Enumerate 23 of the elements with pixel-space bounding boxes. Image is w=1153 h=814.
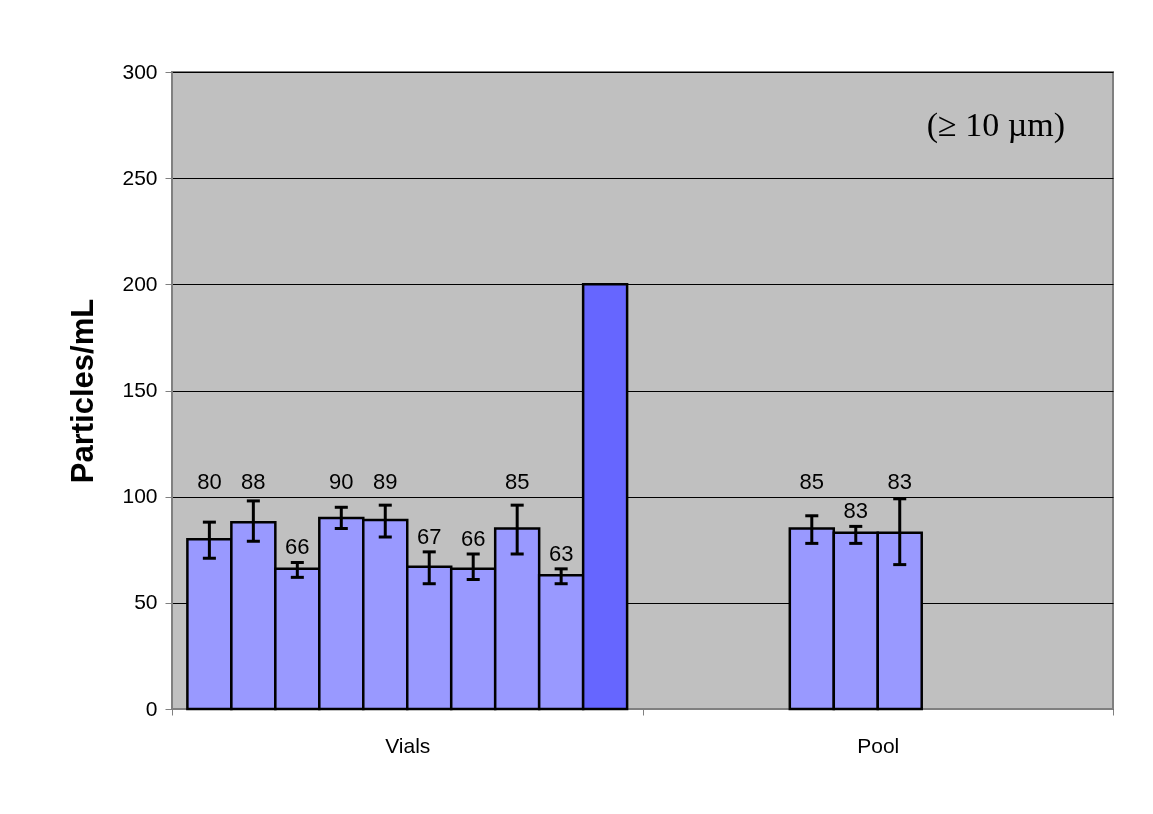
y-tick-label: 100 xyxy=(122,484,158,508)
data-label: 66 xyxy=(460,526,486,551)
data-label: 63 xyxy=(548,540,574,566)
data-label: 80 xyxy=(197,468,222,494)
data-label: 85 xyxy=(799,468,825,494)
y-tick-label: 50 xyxy=(134,590,158,614)
y-tick-label: 250 xyxy=(122,165,158,189)
data-label: 83 xyxy=(887,468,912,494)
x-tick-label: Pool xyxy=(857,733,900,757)
data-label: 89 xyxy=(373,468,398,494)
y-tick-label: 200 xyxy=(122,271,158,295)
data-label: 67 xyxy=(416,523,442,549)
data-label: 90 xyxy=(329,468,354,494)
data-label: 66 xyxy=(285,534,310,560)
x-tick-label: Vials xyxy=(385,733,431,757)
data-label: 88 xyxy=(241,468,266,494)
y-tick-label: 300 xyxy=(122,59,158,83)
data-label: 85 xyxy=(504,468,530,494)
y-axis-title: Particles/mL xyxy=(65,298,101,484)
data-label: 83 xyxy=(843,498,869,524)
y-tick-label: 0 xyxy=(145,696,158,720)
y-tick-label: 150 xyxy=(122,378,158,401)
annotation: (≥ 10 µm) xyxy=(926,106,1065,144)
